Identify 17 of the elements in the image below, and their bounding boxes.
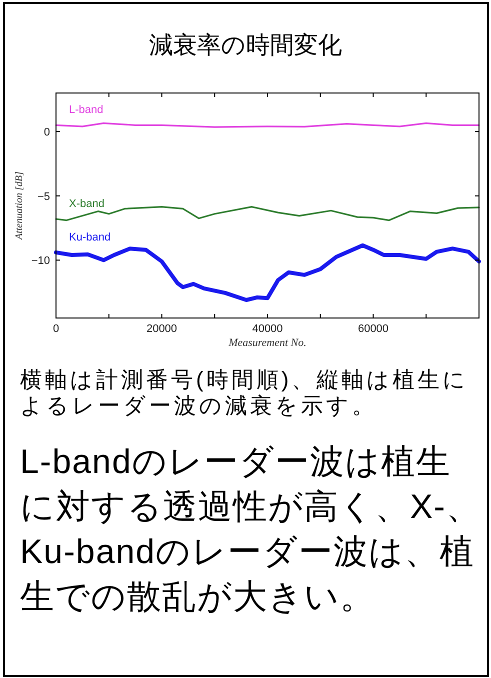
y-axis-title: Attenuation [dB] <box>14 171 25 241</box>
x-tick-label: 60000 <box>358 323 389 335</box>
x-tick-label: 0 <box>52 323 60 335</box>
text: L-bandのレーダー波は植生に対する透過性が高く、X-、Ku-bandのレーダー波は、植生での散乱が大きい。 <box>20 442 482 618</box>
y-tick-label: 0 <box>44 126 50 139</box>
chart-title: 減衰率の時間変化 <box>149 32 342 59</box>
series-label: L-band <box>69 104 104 116</box>
x-axis-title: Measurement No. <box>228 337 306 349</box>
series-label: Ku-band <box>69 231 111 244</box>
y-tick-label: −5 <box>37 190 50 203</box>
line-series <box>54 243 481 302</box>
text: 横軸は計測番号(時間順)、縦軸は植生によるレーダー波の減衰を示す。 <box>20 367 470 419</box>
line-series <box>55 206 480 222</box>
x-tick-label: 40000 <box>252 323 283 335</box>
x-tick-label: 20000 <box>146 323 178 335</box>
y-tick-label: −10 <box>31 255 50 268</box>
series-label: X-band <box>69 198 104 210</box>
